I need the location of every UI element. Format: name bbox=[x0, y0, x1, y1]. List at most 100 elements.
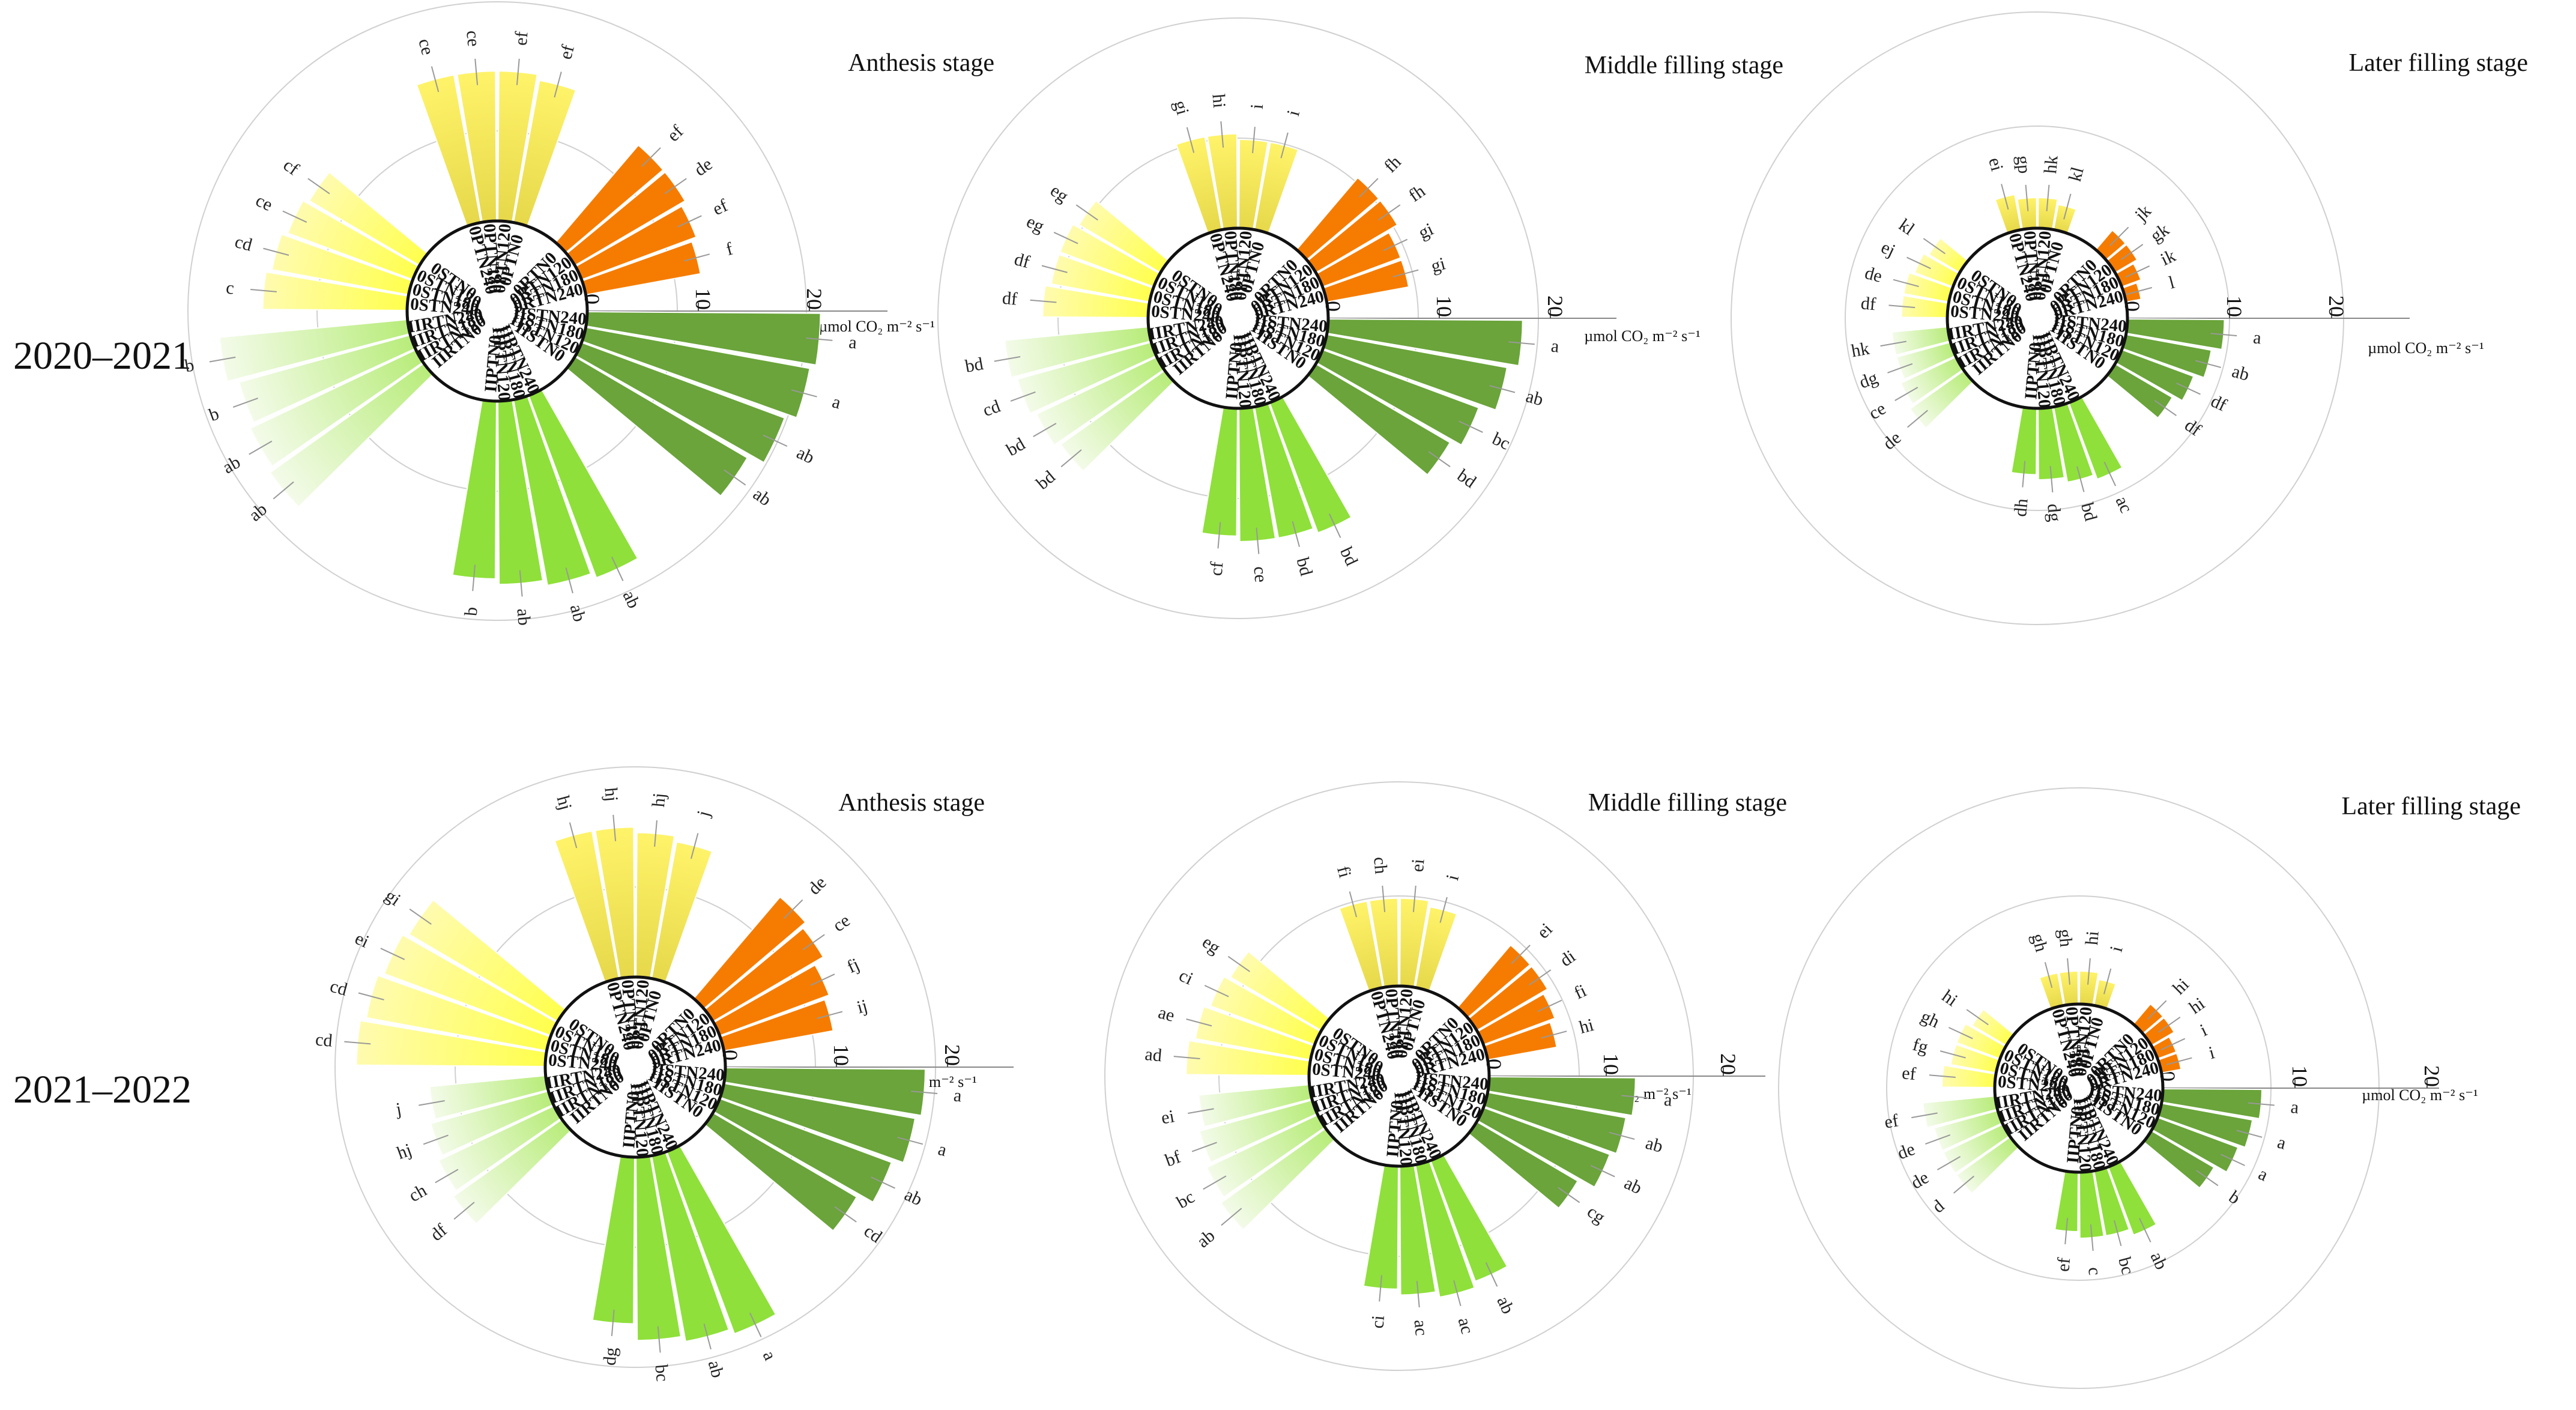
error-bar bbox=[1075, 204, 1098, 221]
error-bar bbox=[2196, 1170, 2219, 1187]
significance-label: dg bbox=[600, 1346, 621, 1366]
error-bar bbox=[1186, 1018, 1212, 1027]
significance-label: dg bbox=[2043, 503, 2064, 522]
error-bar bbox=[1412, 885, 1416, 912]
significance-label: fi bbox=[1333, 864, 1355, 880]
significance-label: gp bbox=[2013, 155, 2034, 175]
error-bar bbox=[834, 1206, 857, 1223]
error-bar bbox=[409, 909, 432, 925]
error-bar bbox=[519, 570, 523, 597]
error-bar bbox=[2049, 465, 2054, 492]
error-bar bbox=[1906, 410, 1928, 428]
error-bar bbox=[2166, 1057, 2192, 1065]
error-bar bbox=[994, 356, 1021, 362]
significance-label: a bbox=[2290, 1097, 2300, 1118]
error-bar bbox=[1894, 387, 1918, 401]
error-bar bbox=[1358, 178, 1379, 198]
significance-label: hj bbox=[600, 787, 621, 802]
significance-label: de bbox=[1908, 1167, 1932, 1193]
significance-label: de bbox=[1895, 1139, 1918, 1164]
significance-label: kl bbox=[1895, 215, 1918, 239]
panel-title: Anthesis stage bbox=[848, 49, 994, 77]
significance-label: gh bbox=[2055, 928, 2076, 948]
significance-label: di bbox=[1556, 946, 1579, 970]
error-bar bbox=[569, 822, 578, 849]
error-bar bbox=[703, 1324, 712, 1350]
error-bar bbox=[1541, 1030, 1567, 1039]
error-bar bbox=[1590, 1164, 1615, 1178]
error-bar bbox=[1186, 127, 1195, 153]
error-bar bbox=[791, 389, 817, 398]
significance-label: a bbox=[759, 1348, 781, 1363]
tick-label: 20 bbox=[940, 1044, 964, 1066]
tick-label: 10 bbox=[829, 1044, 853, 1066]
significance-label: b bbox=[461, 606, 482, 617]
significance-label: cd bbox=[328, 976, 349, 1000]
tick-label: 10 bbox=[2222, 295, 2246, 317]
error-bar bbox=[1416, 1281, 1420, 1308]
error-bar bbox=[810, 973, 835, 986]
significance-label: ei bbox=[1407, 858, 1429, 873]
error-bar bbox=[1060, 449, 1082, 468]
significance-label: bd bbox=[964, 354, 985, 377]
tick-label: 10 bbox=[2288, 1065, 2312, 1087]
error-bar bbox=[1893, 279, 1919, 288]
significance-label: i bbox=[1247, 103, 1268, 110]
error-bar bbox=[1609, 1131, 1635, 1140]
significance-label: l bbox=[2166, 273, 2177, 293]
error-bar bbox=[250, 289, 277, 292]
error-bar bbox=[1529, 969, 1552, 986]
significance-label: bd bbox=[2077, 501, 2101, 524]
significance-label: eg bbox=[1047, 180, 1072, 206]
significance-label: ce bbox=[253, 190, 276, 215]
error-bar bbox=[307, 178, 330, 195]
significance-label: de bbox=[1879, 428, 1905, 453]
significance-label: ch bbox=[405, 1180, 430, 1206]
significance-label: i bbox=[2197, 1020, 2210, 1040]
error-bar bbox=[1203, 1175, 1227, 1190]
error-bar bbox=[282, 210, 307, 223]
significance-label: bc bbox=[651, 1364, 672, 1382]
significance-label: i bbox=[2106, 944, 2127, 954]
error-bar bbox=[691, 833, 699, 859]
error-bar bbox=[2109, 226, 2129, 247]
significance-label: a bbox=[936, 1139, 949, 1160]
significance-label: ab bbox=[901, 1185, 925, 1210]
error-bar bbox=[1906, 256, 1931, 270]
panel-title: Middle filling stage bbox=[1588, 789, 1787, 817]
error-bar bbox=[2236, 1130, 2263, 1138]
significance-label: ef bbox=[2053, 1257, 2074, 1272]
significance-label: hi bbox=[2169, 975, 2193, 999]
error-bar bbox=[232, 398, 258, 408]
error-bar bbox=[1923, 238, 1946, 255]
error-bar bbox=[554, 71, 562, 98]
error-bar bbox=[1349, 891, 1357, 918]
significance-label: fh bbox=[1380, 152, 1405, 177]
error-bar bbox=[1929, 1074, 1956, 1079]
significance-label: ab bbox=[618, 588, 644, 612]
significance-label: eg bbox=[1023, 211, 1047, 237]
error-bar bbox=[474, 58, 479, 85]
error-bar bbox=[2076, 466, 2085, 492]
error-bar bbox=[2087, 958, 2091, 985]
error-bar bbox=[2248, 1102, 2275, 1106]
significance-label: ab bbox=[219, 452, 244, 478]
error-bar bbox=[2044, 962, 2053, 988]
significance-label: ab bbox=[1621, 1173, 1645, 1198]
significance-label: a bbox=[1550, 336, 1560, 357]
error-bar bbox=[612, 814, 617, 841]
significance-label: fi bbox=[1571, 981, 1590, 1003]
error-bar bbox=[1030, 299, 1057, 303]
year-label-2021-2022: 2021–2022 bbox=[13, 1068, 192, 1112]
significance-label: hj bbox=[553, 793, 576, 812]
significance-label: hk bbox=[1849, 339, 1870, 362]
significance-label: bd bbox=[1336, 544, 1362, 569]
error-bar bbox=[2125, 265, 2150, 278]
error-bar bbox=[453, 1202, 475, 1220]
hub-circle bbox=[1307, 984, 1491, 1168]
significance-label: i bbox=[1283, 108, 1304, 118]
significance-label: bc bbox=[1489, 429, 1513, 454]
error-bar bbox=[344, 1041, 371, 1045]
error-bar bbox=[724, 469, 746, 486]
error-bar bbox=[1173, 1056, 1200, 1059]
